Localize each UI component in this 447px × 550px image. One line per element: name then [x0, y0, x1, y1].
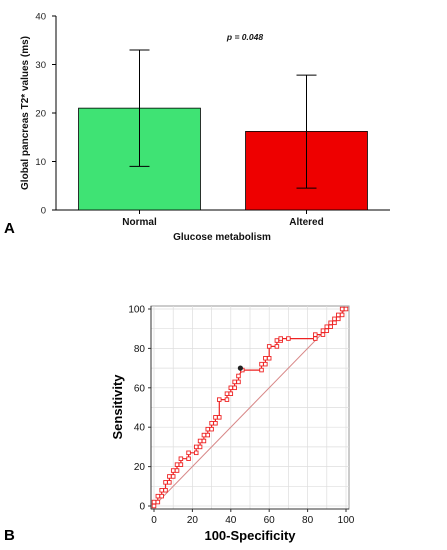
roc-point-marker	[328, 324, 333, 329]
roc-x-tick-label: 80	[302, 515, 314, 526]
roc-x-tick-label: 100	[338, 515, 355, 526]
roc-x-axis-label: 100-Specificity	[204, 528, 296, 543]
roc-x-tick-label: 0	[151, 515, 157, 526]
roc-point-marker	[336, 312, 341, 318]
y-tick-label: 10	[35, 157, 46, 168]
panel-label-a: A	[4, 220, 15, 237]
roc-point-marker	[339, 312, 345, 318]
roc-point-marker	[228, 385, 234, 391]
roc-point-marker	[232, 379, 237, 385]
roc-point-marker	[259, 361, 264, 367]
roc-point-marker	[159, 493, 164, 499]
roc-point-marker	[286, 336, 291, 341]
roc-point-marker	[320, 332, 326, 337]
roc-point-marker	[332, 320, 337, 326]
roc-point-marker	[205, 432, 211, 438]
roc-point-marker	[324, 328, 330, 333]
x-axis-label: Glucose metabolism	[173, 232, 271, 243]
roc-point-marker	[193, 444, 199, 450]
roc-point-marker	[266, 356, 272, 361]
y-tick-label: 0	[41, 206, 46, 217]
roc-point-marker	[263, 361, 268, 367]
roc-point-marker	[170, 474, 176, 479]
bar-chart-panel: 0 10 20 30 40 Normal Altered p = 0.048 Glucos…	[4, 12, 390, 243]
roc-point-marker	[313, 332, 318, 337]
roc-point-marker	[324, 324, 330, 329]
roc-x-tick-label: 60	[264, 515, 276, 526]
roc-point-marker	[193, 450, 199, 456]
roc-y-tick-label: 40	[134, 423, 146, 434]
roc-point-marker	[151, 503, 157, 509]
roc-point-marker	[209, 426, 214, 432]
roc-point-marker	[236, 379, 241, 385]
roc-chart-panel: 0 20 40 60 80 100 0 20 40 60 80 100 100-Specificity…	[4, 305, 355, 545]
roc-point-marker	[274, 338, 280, 343]
roc-point-marker	[213, 421, 218, 426]
roc-point-marker	[186, 450, 191, 456]
roc-point-marker	[205, 426, 211, 432]
roc-point-marker	[266, 344, 272, 349]
roc-point-marker	[217, 397, 222, 402]
roc-point-marker	[224, 391, 230, 396]
roc-point-marker	[178, 456, 184, 461]
reference-diagonal	[153, 308, 347, 507]
roc-point-marker	[201, 432, 207, 438]
roc-point-marker	[209, 421, 214, 426]
roc-y-tick-label: 20	[134, 462, 146, 473]
roc-point-marker	[163, 480, 168, 485]
roc-y-tick-label: 80	[134, 344, 146, 355]
roc-point-marker	[197, 438, 203, 444]
category-label: Altered	[289, 217, 323, 228]
roc-y-tick-label: 60	[134, 383, 146, 394]
roc-point-marker	[201, 438, 207, 444]
roc-point-marker	[217, 415, 222, 420]
roc-point-marker	[224, 397, 230, 402]
roc-point-marker	[343, 306, 349, 312]
roc-point-marker	[320, 328, 326, 333]
roc-point-marker	[174, 462, 180, 467]
roc-point-marker	[170, 468, 176, 473]
roc-point-marker	[151, 499, 157, 505]
roc-point-marker	[159, 487, 164, 493]
roc-point-marker	[155, 493, 161, 499]
category-label: Normal	[122, 217, 157, 228]
panel-label-b: B	[4, 527, 15, 544]
roc-x-tick-label: 20	[187, 515, 199, 526]
y-axis-label: Global pancreas T2* values (ms)	[20, 36, 31, 190]
optimal-cutoff-point	[237, 365, 243, 371]
roc-point-marker	[163, 487, 168, 493]
roc-point-marker	[232, 385, 237, 391]
roc-point-marker	[336, 316, 341, 322]
roc-point-marker	[186, 456, 191, 461]
p-value-annotation: p = 0.048	[226, 32, 263, 42]
roc-point-marker	[155, 499, 161, 505]
y-tick-label: 20	[35, 109, 46, 120]
roc-point-marker	[213, 415, 218, 420]
y-tick-label: 40	[35, 12, 46, 23]
roc-point-marker	[263, 356, 268, 361]
roc-point-marker	[278, 336, 283, 341]
roc-y-tick-label: 100	[128, 305, 145, 316]
roc-point-marker	[339, 306, 345, 312]
roc-point-marker	[313, 336, 318, 341]
y-tick-label: 30	[35, 60, 46, 71]
roc-point-marker	[197, 444, 203, 450]
roc-y-tick-label: 0	[139, 502, 145, 513]
roc-point-marker	[332, 316, 337, 322]
roc-point-marker	[174, 468, 180, 473]
roc-x-tick-label: 40	[225, 515, 237, 526]
roc-point-marker	[228, 391, 234, 396]
roc-point-marker	[274, 344, 280, 349]
roc-point-marker	[236, 373, 241, 379]
roc-point-marker	[167, 480, 172, 485]
roc-point-marker	[328, 320, 333, 326]
roc-point-marker	[259, 367, 264, 373]
roc-point-marker	[178, 462, 184, 467]
roc-point-marker	[167, 474, 172, 479]
roc-y-axis-label: Sensitivity	[110, 374, 125, 440]
